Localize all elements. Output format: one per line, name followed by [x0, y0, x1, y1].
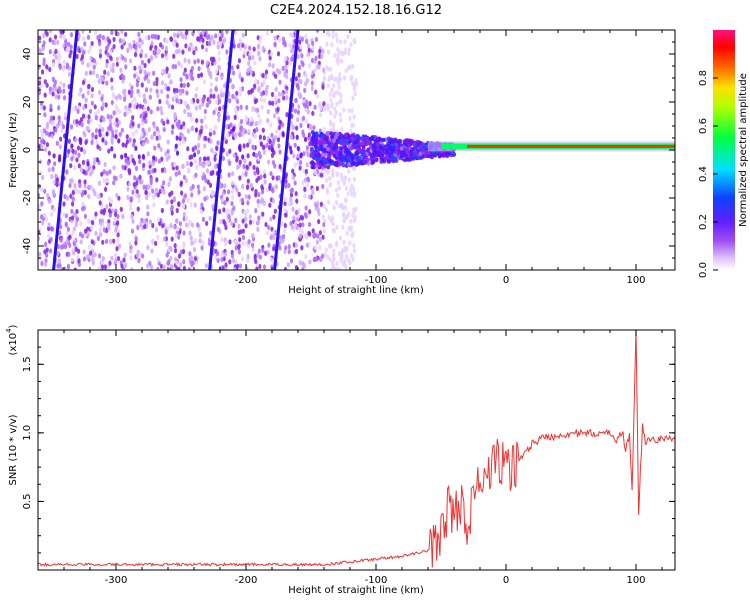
y-tick-label: 20 — [22, 96, 33, 109]
colorbar-tick-label: 0.0 — [698, 262, 709, 278]
y-tick-label: 40 — [22, 48, 33, 61]
colorbar-tick-label: 0.8 — [698, 70, 709, 86]
y-tick-label: 1.0 — [22, 425, 33, 441]
x-tick-label: 0 — [503, 575, 509, 586]
y-tick-label: 0 — [22, 147, 33, 153]
svg-text:(x104): (x104) — [5, 324, 19, 355]
snr-xlabel: Height of straight line (km) — [288, 585, 424, 596]
x-tick-label: -200 — [235, 575, 258, 586]
spectrogram-xlabel: Height of straight line (km) — [288, 285, 424, 296]
spectrogram-ylabel: Frequency (Hz) — [8, 112, 19, 188]
x-tick-label: -100 — [365, 275, 388, 286]
y-tick-label: -20 — [22, 190, 33, 206]
x-tick-label: 100 — [626, 275, 645, 286]
snr-scale-label: (x104) — [5, 324, 19, 355]
figure-title: C2E4.2024.152.18.16.G12 — [270, 3, 442, 18]
x-tick-label: 100 — [626, 575, 645, 586]
colorbar-ticks: 0.0 0.2 0.4 0.6 0.8 — [698, 70, 718, 278]
y-tick-label: 0.5 — [22, 493, 33, 509]
colorbar: 0.0 0.2 0.4 0.6 0.8 Normalized spectral ampl… — [698, 30, 749, 278]
snr-scale-base: (x10 — [8, 333, 19, 356]
colorbar-gradient — [713, 30, 735, 270]
x-tick-label: -200 — [235, 275, 258, 286]
y-tick-label: 1.5 — [22, 356, 33, 372]
y-tick-label: -40 — [22, 238, 33, 254]
colorbar-label: Normalized spectral amplitude — [738, 73, 749, 227]
x-tick-label: -300 — [105, 575, 128, 586]
colorbar-tick-label: 0.2 — [698, 214, 709, 230]
x-tick-label: 0 — [503, 275, 509, 286]
snr-series-line — [38, 330, 675, 568]
spectrogram-heatmap — [38, 30, 675, 270]
colorbar-tick-label: 0.4 — [698, 166, 709, 182]
snr-ticks: -300 -200 -100 0 100 0.5 1.0 1.5 — [22, 329, 675, 586]
colorbar-tick-label: 0.6 — [698, 118, 709, 134]
snr-scale-exp: 4 — [5, 328, 13, 333]
snr-frame — [37, 329, 676, 571]
x-tick-label: -300 — [105, 275, 128, 286]
snr-panel: -300 -200 -100 0 100 0.5 1.0 1.5 Height of stra… — [5, 324, 676, 596]
x-tick-label: -100 — [365, 575, 388, 586]
snr-ylabel: SNR (10 * v/v) — [8, 414, 19, 485]
